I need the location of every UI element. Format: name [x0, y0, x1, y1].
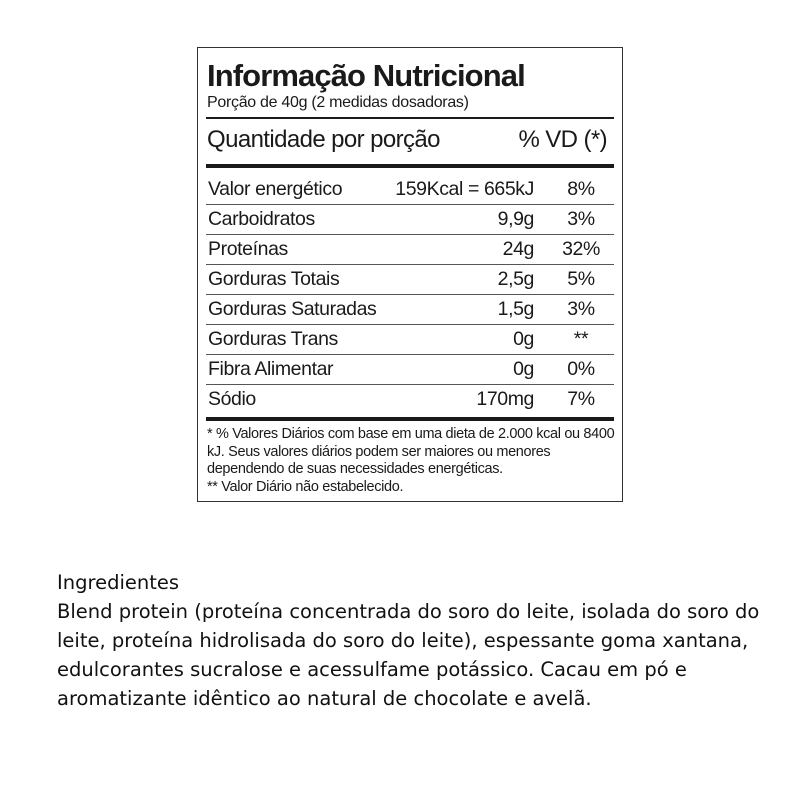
nutrient-amount: 159Kcal = 665kJ	[395, 178, 534, 200]
ingredients-section: Ingredientes Blend protein (proteína con…	[57, 568, 777, 713]
nutrient-amount: 1,5g	[497, 298, 535, 320]
footnote: * % Valores Diários com base em uma diet…	[207, 426, 617, 496]
nutrient-name: Proteínas	[208, 238, 288, 260]
nutrient-vd: 3%	[567, 298, 595, 320]
nutrient-vd: 8%	[567, 178, 595, 200]
nutrient-amount: 2,5g	[497, 268, 535, 290]
nutrient-vd: 3%	[567, 208, 595, 230]
nutrient-amount: 0g	[513, 328, 534, 350]
nutrient-name: Carboidratos	[208, 208, 315, 230]
nutrient-amount: 9,9g	[497, 208, 535, 230]
nutrient-row: Sódio 170mg 7%	[206, 384, 614, 414]
nutrient-row: Carboidratos 9,9g 3%	[206, 204, 614, 235]
nutrient-row: Proteínas 24g 32%	[206, 234, 614, 265]
portion-size: Porção de 40g (2 medidas dosadoras)	[207, 94, 469, 111]
vd-header: % VD (*)	[518, 126, 607, 153]
nutrient-row: Gorduras Saturadas 1,5g 3%	[206, 294, 614, 325]
nutrient-vd: **	[573, 328, 589, 350]
label-title: Informação Nutricional	[207, 58, 526, 93]
nutrient-vd: 5%	[567, 268, 595, 290]
nutrient-row: Gorduras Totais 2,5g 5%	[206, 264, 614, 295]
quantity-header: Quantidade por porção	[207, 126, 441, 153]
nutrient-amount: 24g	[502, 238, 535, 260]
nutrient-row: Gorduras Trans 0g **	[206, 324, 614, 355]
nutrient-name: Valor energético	[208, 178, 343, 200]
thick-divider	[206, 417, 614, 421]
nutrient-vd: 7%	[567, 388, 595, 410]
nutrient-name: Gorduras Trans	[208, 328, 338, 350]
nutrient-name: Fibra Alimentar	[208, 358, 334, 380]
nutrition-facts-label: Informação Nutricional Porção de 40g (2 …	[197, 47, 623, 502]
nutrient-name: Gorduras Saturadas	[208, 298, 377, 320]
footnote-vd: * % Valores Diários com base em uma diet…	[207, 426, 615, 477]
nutrient-amount: 0g	[513, 358, 534, 380]
ingredients-heading: Ingredientes	[57, 571, 180, 594]
nutrient-vd: 32%	[562, 238, 600, 260]
nutrient-row: Valor energético 159Kcal = 665kJ 8%	[206, 174, 614, 205]
nutrient-vd: 0%	[567, 358, 595, 380]
nutrient-row: Fibra Alimentar 0g 0%	[206, 354, 614, 385]
nutrient-name: Gorduras Totais	[208, 268, 340, 290]
nutrient-amount: 170mg	[476, 388, 534, 410]
divider	[206, 117, 614, 119]
ingredients-text: Blend protein (proteína concentrada do s…	[57, 600, 760, 710]
thick-divider	[206, 164, 614, 168]
nutrient-name: Sódio	[208, 388, 256, 410]
footnote-not-established: ** Valor Diário não estabelecido.	[207, 478, 404, 495]
